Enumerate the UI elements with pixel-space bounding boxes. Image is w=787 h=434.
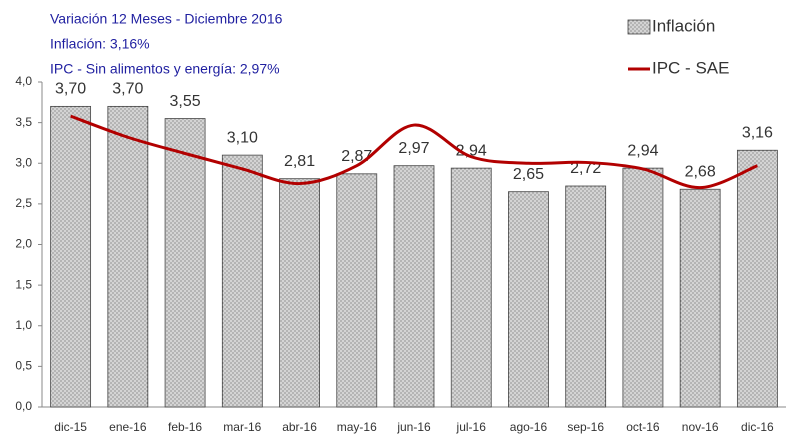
x-tick-label: mar-16 <box>223 420 261 434</box>
x-tick-label: dic-15 <box>54 420 87 434</box>
bar <box>622 167 664 408</box>
bar <box>508 191 549 408</box>
bar <box>50 105 92 408</box>
data-label: 3,70 <box>112 81 143 98</box>
y-tick-label: 0,0 <box>15 399 32 413</box>
data-label: 3,16 <box>742 124 773 141</box>
legend-swatch <box>627 19 651 35</box>
x-tick-label: abr-16 <box>282 420 317 434</box>
x-tick-label: jul-16 <box>456 420 487 434</box>
y-tick-label: 3,5 <box>15 115 32 129</box>
bar <box>565 185 607 408</box>
bar <box>107 105 149 408</box>
data-label: 3,55 <box>170 93 201 110</box>
annotation: IPC - Sin alimentos y energía: 2,97% <box>50 61 280 77</box>
y-tick-label: 2,0 <box>15 237 32 251</box>
data-label: 2,81 <box>284 153 315 170</box>
x-tick-label: feb-16 <box>168 420 202 434</box>
x-tick-label: dic-16 <box>741 420 774 434</box>
y-tick-label: 0,5 <box>15 359 32 373</box>
data-label: 2,72 <box>570 160 601 177</box>
bar <box>679 188 721 408</box>
bar <box>336 173 378 408</box>
annotation: Inflación: 3,16% <box>50 36 150 52</box>
data-label: 2,68 <box>685 163 716 180</box>
y-tick-label: 3,0 <box>15 155 32 169</box>
bar <box>393 165 435 408</box>
x-tick-label: nov-16 <box>682 420 719 434</box>
data-label: 2,94 <box>627 142 658 159</box>
legend-label: Inflación <box>652 16 715 35</box>
data-label: 3,10 <box>227 129 258 146</box>
y-tick-label: 1,0 <box>15 318 32 332</box>
data-label: 2,65 <box>513 166 544 183</box>
bar <box>221 154 263 408</box>
y-tick-label: 1,5 <box>15 277 32 291</box>
y-tick-label: 4,0 <box>15 74 32 88</box>
chart-title: Variación 12 Meses - Diciembre 2016 <box>50 11 283 27</box>
data-label: 3,70 <box>55 81 86 98</box>
x-tick-label: ago-16 <box>510 420 548 434</box>
x-tick-label: oct-16 <box>626 420 660 434</box>
x-tick-label: jun-16 <box>396 420 431 434</box>
data-label: 2,94 <box>456 142 487 159</box>
x-tick-label: ene-16 <box>109 420 147 434</box>
bar <box>450 167 492 408</box>
legend-label: IPC - SAE <box>652 58 729 77</box>
bar <box>736 149 778 408</box>
x-tick-label: may-16 <box>337 420 377 434</box>
x-tick-label: sep-16 <box>567 420 604 434</box>
bar <box>279 178 320 408</box>
line <box>70 114 758 190</box>
data-label: 2,97 <box>398 140 429 157</box>
y-tick-label: 2,5 <box>15 196 32 210</box>
bar <box>164 118 206 408</box>
